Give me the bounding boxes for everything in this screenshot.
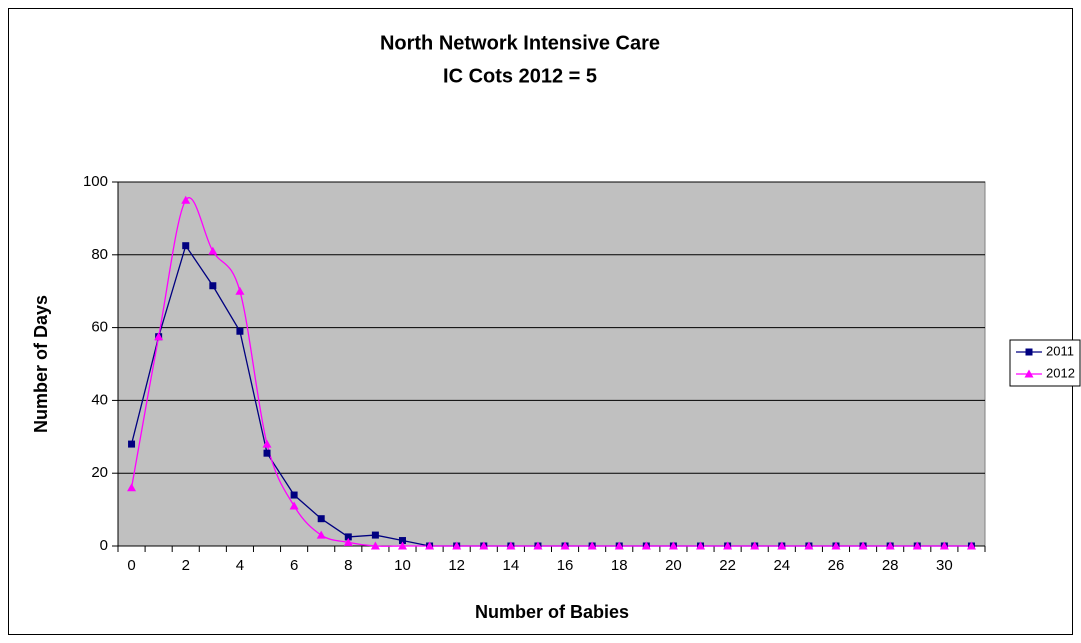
data-point bbox=[614, 541, 624, 550]
x-tick-label: 10 bbox=[394, 557, 411, 574]
data-point bbox=[263, 449, 271, 457]
x-tick-label: 2 bbox=[182, 557, 190, 574]
y-axis-title: Number of Days bbox=[31, 295, 51, 433]
data-point bbox=[831, 541, 841, 550]
data-point bbox=[262, 439, 272, 448]
data-point bbox=[208, 246, 218, 255]
data-point bbox=[371, 531, 379, 539]
series-line bbox=[130, 197, 972, 547]
data-point bbox=[696, 541, 706, 550]
x-tick-label: 6 bbox=[290, 557, 298, 574]
x-tick-label: 18 bbox=[611, 557, 628, 574]
data-point bbox=[912, 541, 922, 550]
data-point bbox=[750, 541, 760, 550]
y-tick-label: 20 bbox=[91, 464, 108, 481]
data-point bbox=[858, 541, 868, 550]
x-tick-label: 0 bbox=[127, 557, 135, 574]
chart-subtitle: IC Cots 2012 = 5 bbox=[443, 65, 597, 87]
legend-label: 2011 bbox=[1046, 343, 1074, 358]
x-tick-label: 12 bbox=[448, 557, 465, 574]
x-tick-label: 24 bbox=[773, 557, 790, 574]
y-tick-label: 100 bbox=[83, 173, 108, 190]
x-tick-label: 30 bbox=[936, 557, 953, 574]
data-point bbox=[128, 440, 136, 448]
data-point bbox=[506, 541, 516, 550]
x-tick-label: 26 bbox=[828, 557, 845, 574]
data-point bbox=[425, 541, 435, 550]
data-point bbox=[966, 541, 976, 550]
data-point bbox=[181, 195, 191, 204]
legend-marker bbox=[1024, 369, 1034, 378]
data-point bbox=[641, 541, 651, 550]
data-point bbox=[290, 491, 298, 499]
x-tick-label: 28 bbox=[882, 557, 899, 574]
chart-title: North Network Intensive Care bbox=[380, 32, 660, 54]
data-point bbox=[723, 541, 733, 550]
data-point bbox=[777, 541, 787, 550]
data-point bbox=[452, 541, 462, 550]
data-point bbox=[560, 541, 570, 550]
data-point bbox=[182, 242, 190, 250]
x-tick-label: 20 bbox=[665, 557, 682, 574]
data-point bbox=[587, 541, 597, 550]
data-point bbox=[370, 541, 380, 550]
data-point bbox=[235, 286, 245, 295]
data-point bbox=[209, 282, 217, 290]
data-point bbox=[533, 541, 543, 550]
legend-marker bbox=[1025, 348, 1033, 356]
data-point bbox=[343, 537, 353, 546]
data-point bbox=[289, 501, 299, 510]
x-tick-label: 8 bbox=[344, 557, 352, 574]
data-point bbox=[154, 332, 164, 341]
x-tick-label: 14 bbox=[503, 557, 520, 574]
x-tick-label: 16 bbox=[557, 557, 574, 574]
legend-box bbox=[1009, 339, 1081, 387]
data-point bbox=[344, 533, 352, 541]
data-point bbox=[885, 541, 895, 550]
data-point bbox=[398, 537, 406, 545]
plot-area bbox=[117, 181, 986, 547]
data-point bbox=[127, 483, 137, 492]
data-point bbox=[316, 530, 326, 539]
x-tick-label: 22 bbox=[719, 557, 736, 574]
data-point bbox=[236, 327, 244, 335]
legend-label: 2012 bbox=[1046, 365, 1075, 380]
data-point bbox=[668, 541, 678, 550]
y-tick-label: 0 bbox=[100, 537, 108, 554]
data-point bbox=[397, 541, 407, 550]
x-axis-title: Number of Babies bbox=[475, 602, 629, 622]
y-tick-label: 60 bbox=[91, 319, 108, 336]
y-tick-label: 80 bbox=[91, 246, 108, 263]
x-tick-label: 4 bbox=[236, 557, 244, 574]
data-point bbox=[939, 541, 949, 550]
data-point bbox=[804, 541, 814, 550]
y-tick-label: 40 bbox=[91, 391, 108, 408]
data-point bbox=[317, 515, 325, 523]
data-point bbox=[479, 541, 489, 550]
